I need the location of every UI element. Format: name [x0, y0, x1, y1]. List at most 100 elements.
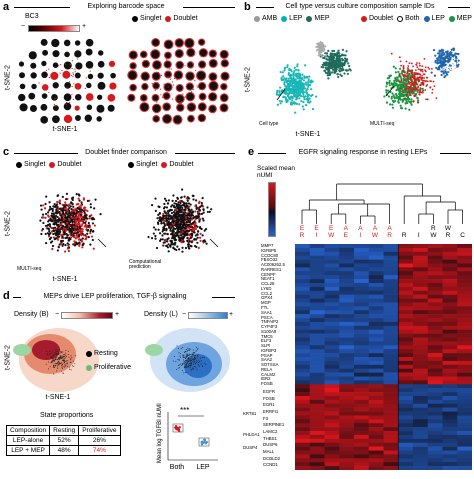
barcode-cluster [128, 94, 135, 101]
heatmap-cell [427, 329, 443, 334]
mep-point [335, 68, 338, 71]
heatmap-cell [442, 360, 458, 366]
heatmap-cell [383, 255, 399, 260]
panel-a-title: Exploring barcode space [87, 3, 165, 10]
barcode-cluster [199, 93, 206, 100]
singlet-point [89, 243, 92, 246]
resting-point [56, 353, 58, 355]
barcode-cluster [141, 72, 149, 80]
heatmap-cell [339, 353, 355, 358]
heatmap-cell [383, 282, 399, 288]
heatmap-cell [339, 244, 355, 249]
singlet-point [76, 206, 79, 210]
lep-point [286, 64, 289, 67]
singlet-point [189, 203, 192, 206]
heatmap-cell [309, 259, 325, 264]
doublet-point [83, 206, 86, 209]
singlet-point [196, 236, 199, 239]
heatmap-cell [368, 267, 384, 272]
resting-point [69, 361, 71, 363]
barcode-cluster [165, 71, 171, 78]
resting-point [49, 353, 51, 355]
resting-point [67, 360, 69, 362]
singlet-point [187, 220, 191, 223]
barcode-cluster [28, 51, 37, 60]
lep-point [304, 104, 308, 107]
singlet-point [162, 244, 165, 247]
doublet-point [403, 71, 406, 74]
resting-point [179, 356, 181, 358]
doublet-point [44, 216, 47, 219]
doublet-point [77, 197, 80, 200]
singlet-point [75, 228, 78, 231]
lep-point [298, 103, 301, 106]
singlet-point [187, 224, 190, 227]
barcode-cluster [51, 38, 60, 48]
heatmap-cell [309, 247, 325, 253]
barcode-cluster [173, 115, 182, 124]
doublet-point [193, 223, 197, 226]
heatmap-column-label: R [401, 232, 407, 239]
lep-point [282, 75, 285, 78]
heatmap-cell [457, 329, 472, 334]
lep-point [292, 76, 295, 79]
heatmap-cell [427, 255, 443, 260]
panel-a-title-line-left [14, 7, 70, 8]
resting-point [55, 356, 57, 358]
resting-point [52, 360, 54, 362]
doublet-point [409, 85, 412, 88]
singlet-point [52, 213, 55, 216]
singlet-point [162, 228, 165, 231]
lep-point [287, 73, 290, 76]
lep-point [299, 92, 302, 95]
heatmap-cell [383, 251, 399, 256]
heatmap-cell [309, 298, 325, 303]
barcode-cluster [129, 51, 137, 59]
gene-label: S100A9 [261, 328, 277, 334]
lep-point [304, 81, 308, 84]
panel-b-legend-right: Doublet Both LEP MEP [361, 15, 472, 22]
singlet-point [184, 211, 187, 214]
resting-point [184, 365, 186, 367]
resting-point [185, 349, 187, 351]
barcode-cluster [209, 81, 218, 91]
heatmap-cell [398, 431, 414, 436]
singlet-point [188, 240, 192, 243]
singlet-point [179, 227, 182, 231]
heatmap-cell [354, 247, 370, 253]
resting-point [55, 358, 57, 360]
lep-point [280, 100, 284, 103]
heatmap-cell [383, 259, 399, 264]
mep-sample-point [399, 104, 402, 107]
heatmap-cell [324, 384, 340, 389]
heatmap-cell [339, 368, 355, 373]
singlet-point [206, 210, 209, 214]
singlet-point [165, 216, 168, 219]
resting-point [63, 360, 65, 362]
doublet-point [73, 83, 75, 85]
barcode-cluster [175, 39, 183, 47]
resting-point [194, 361, 196, 363]
singlet-point [187, 202, 191, 205]
singlet-point [42, 221, 45, 225]
singlet-point [184, 206, 187, 209]
resting-point [177, 367, 179, 369]
heatmap-cell [324, 446, 340, 451]
mep-point [334, 61, 338, 64]
heatmap-cell [398, 392, 414, 397]
heatmap-cell [427, 376, 443, 381]
lep-point [302, 101, 305, 104]
doublet-point [166, 59, 168, 61]
doublet-point [418, 93, 421, 95]
mep-sample-point [400, 85, 403, 88]
resting-point [57, 361, 59, 363]
panel-d-density-l-label: Density (L) [144, 311, 178, 318]
heatmap-cell [442, 399, 458, 405]
singlet-point [57, 245, 60, 248]
singlet-point [50, 212, 54, 215]
heatmap-cell [295, 353, 311, 358]
lep-point [283, 81, 286, 84]
barcode-cluster [40, 103, 48, 111]
lep-point [284, 92, 287, 95]
